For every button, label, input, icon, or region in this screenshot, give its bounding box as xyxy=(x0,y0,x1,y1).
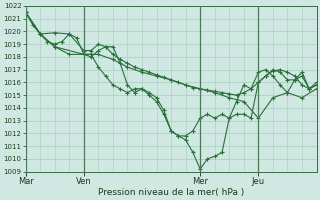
X-axis label: Pression niveau de la mer( hPa ): Pression niveau de la mer( hPa ) xyxy=(98,188,244,197)
